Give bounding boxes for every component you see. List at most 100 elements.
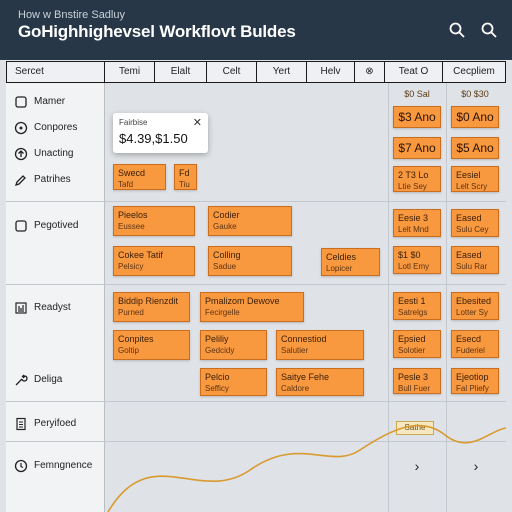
popup-value: $4.39,$1.50 <box>119 131 188 146</box>
clock-icon <box>14 459 28 473</box>
workflow-card[interactable]: Saitye Fehe Caldore <box>276 368 364 396</box>
sidebar-item-conpores[interactable]: Conpores <box>6 117 105 141</box>
workflow-card[interactable]: Pesle 3 Bull Fuer <box>393 368 441 394</box>
column-header[interactable]: Yert <box>257 62 307 82</box>
workflow-card[interactable]: Colling Sadue <box>208 246 292 276</box>
column-header[interactable]: Celt <box>207 62 257 82</box>
card-title: Codier <box>213 210 240 220</box>
search-icon[interactable] <box>480 21 498 39</box>
grid-divider <box>105 201 506 202</box>
sidebar-item-femngnence[interactable]: Femngnence <box>6 455 105 479</box>
workflow-card[interactable]: Pmalizom Dewove Fecirgelle <box>200 292 304 322</box>
sidebar-item-unacting[interactable]: Unacting <box>6 143 105 167</box>
sidebar-item-readyst[interactable]: Readyst <box>6 297 105 321</box>
workflow-card[interactable]: Peliliy Gedcidy <box>200 330 267 360</box>
card-subtitle: Bull Fuer <box>398 384 431 393</box>
sidebar-divider <box>6 401 105 402</box>
workflow-card[interactable]: $1 $0 Lotl Emy <box>393 246 441 274</box>
sidebar-divider <box>6 284 105 285</box>
document-icon <box>14 417 28 431</box>
workflow-card[interactable]: 2 T3 Lo Ltie Sey <box>393 166 441 192</box>
card-subtitle: Purned <box>118 308 144 317</box>
workflow-card[interactable]: Pelcio Sefficy <box>200 368 267 396</box>
card-title: Ejeotiop <box>456 372 489 382</box>
workflow-card[interactable]: Conpites Goltip <box>113 330 190 360</box>
grid-divider <box>105 401 506 402</box>
card-title: Swecd <box>118 168 146 178</box>
card-title: 2 T3 Lo <box>398 170 429 180</box>
column-header[interactable]: Temi <box>105 62 155 82</box>
workflow-card[interactable]: Biddip Rienzdit Purned <box>113 292 190 322</box>
card-title: Saitye Fehe <box>281 372 330 382</box>
column-header[interactable]: Helv <box>307 62 355 82</box>
chevron-right-icon[interactable]: › <box>414 458 420 474</box>
workflow-card[interactable]: Eased Sulu Rar <box>451 246 499 274</box>
chevron-right-icon[interactable]: › <box>473 458 479 474</box>
workflow-card[interactable]: Connestiod Salutier <box>276 330 364 360</box>
card-title: Eesie 3 <box>398 213 429 223</box>
card-title: Pelcio <box>205 372 230 382</box>
sidebar-item-label: Conpores <box>34 122 78 133</box>
card-subtitle: Lotl Emy <box>398 262 430 271</box>
workflow-card[interactable]: Epsied Solotier <box>393 330 441 358</box>
popup-label: Fairbise <box>119 118 148 127</box>
sidebar-item-deliga[interactable]: Deliga <box>6 369 105 393</box>
card-title: Conpites <box>118 334 154 344</box>
card-title: Eased <box>456 213 482 223</box>
compass-icon <box>14 121 28 135</box>
card-title: Eesiel <box>456 170 481 180</box>
workflow-card[interactable]: Eased Sulu Cey <box>451 209 499 237</box>
card-title: Connestiod <box>281 334 327 344</box>
card-title: Biddip Rienzdit <box>118 296 179 306</box>
card-title: Cokee Tatif <box>118 250 163 260</box>
workflow-card[interactable]: Ejeotiop Fal Pliefy <box>451 368 499 394</box>
card-title: Peliliy <box>205 334 229 344</box>
card-title: Esecd <box>456 334 482 344</box>
status-badge[interactable]: Sathe <box>396 421 434 435</box>
column-header[interactable]: Elalt <box>155 62 207 82</box>
sidebar-divider <box>6 441 105 442</box>
workflow-card[interactable]: Codier Gauke <box>208 206 292 236</box>
price-box[interactable]: $5 Ano <box>451 137 499 159</box>
workflow-card[interactable]: Eesie 3 Lelt Mnd <box>393 209 441 237</box>
workflow-card[interactable]: Cokee Tatif Pelsicy <box>113 246 195 276</box>
price-box[interactable]: $7 Ano <box>393 137 441 159</box>
sidebar-item-pegotived[interactable]: Pegotived <box>6 215 105 239</box>
sidebar-item-label: Patrihes <box>34 174 71 185</box>
price-popup[interactable]: Fairbise $4.39,$1.50 ✕ <box>113 113 208 153</box>
column-header[interactable]: ⊗ <box>355 62 385 82</box>
card-subtitle: Fal Pliefy <box>456 384 489 393</box>
workflow-card[interactable]: Eesti 1 Satrelgs <box>393 292 441 320</box>
card-subtitle: Sulu Rar <box>456 262 488 271</box>
workflow-card[interactable]: Swecd Tafd <box>113 164 166 190</box>
column-header[interactable]: Cecpliem <box>453 66 495 77</box>
close-icon[interactable]: ✕ <box>192 117 202 129</box>
card-subtitle: Solotier <box>398 346 426 355</box>
search-icon[interactable] <box>448 21 466 39</box>
app-title: GoHighhighevsel Workflovt Buldes <box>18 22 296 41</box>
price-box[interactable]: $0 Ano <box>451 106 499 128</box>
workflow-card[interactable]: Pieelos Eussee <box>113 206 195 236</box>
price-header: $0 $30 <box>461 89 489 99</box>
card-title: Celdies <box>326 252 357 262</box>
workflow-card[interactable]: Esecd Fuderiel <box>451 330 499 358</box>
sidebar: Mamer Conpores Unacting Patrihes Pegotiv… <box>6 83 105 512</box>
app-header: How w Bnstire Sadluy GoHighhighevsel Wor… <box>0 0 512 60</box>
workflow-card[interactable]: Fd Tiu <box>174 164 197 190</box>
card-subtitle: Eussee <box>118 222 145 231</box>
workflow-card[interactable]: Eesiel Lelt Scry <box>451 166 499 192</box>
workflow-card[interactable]: Ebesited Lotter Sy <box>451 292 499 320</box>
card-subtitle: Fecirgelle <box>205 308 240 317</box>
card-title: Epsied <box>398 334 426 344</box>
upload-icon <box>14 147 28 161</box>
square-icon <box>14 95 28 109</box>
sidebar-item-peryifoed[interactable]: Peryifoed <box>6 413 105 437</box>
column-header[interactable]: Sercet <box>7 62 105 82</box>
column-header[interactable]: Teat O <box>385 62 443 82</box>
sidebar-item-patrihes[interactable]: Patrihes <box>6 169 105 193</box>
price-box[interactable]: $3 Ano <box>393 106 441 128</box>
card-subtitle: Ltie Sey <box>398 182 427 191</box>
sidebar-item-mamer[interactable]: Mamer <box>6 91 105 115</box>
workflow-card[interactable]: Celdies Lopicer <box>321 248 380 276</box>
sidebar-divider <box>6 201 105 202</box>
